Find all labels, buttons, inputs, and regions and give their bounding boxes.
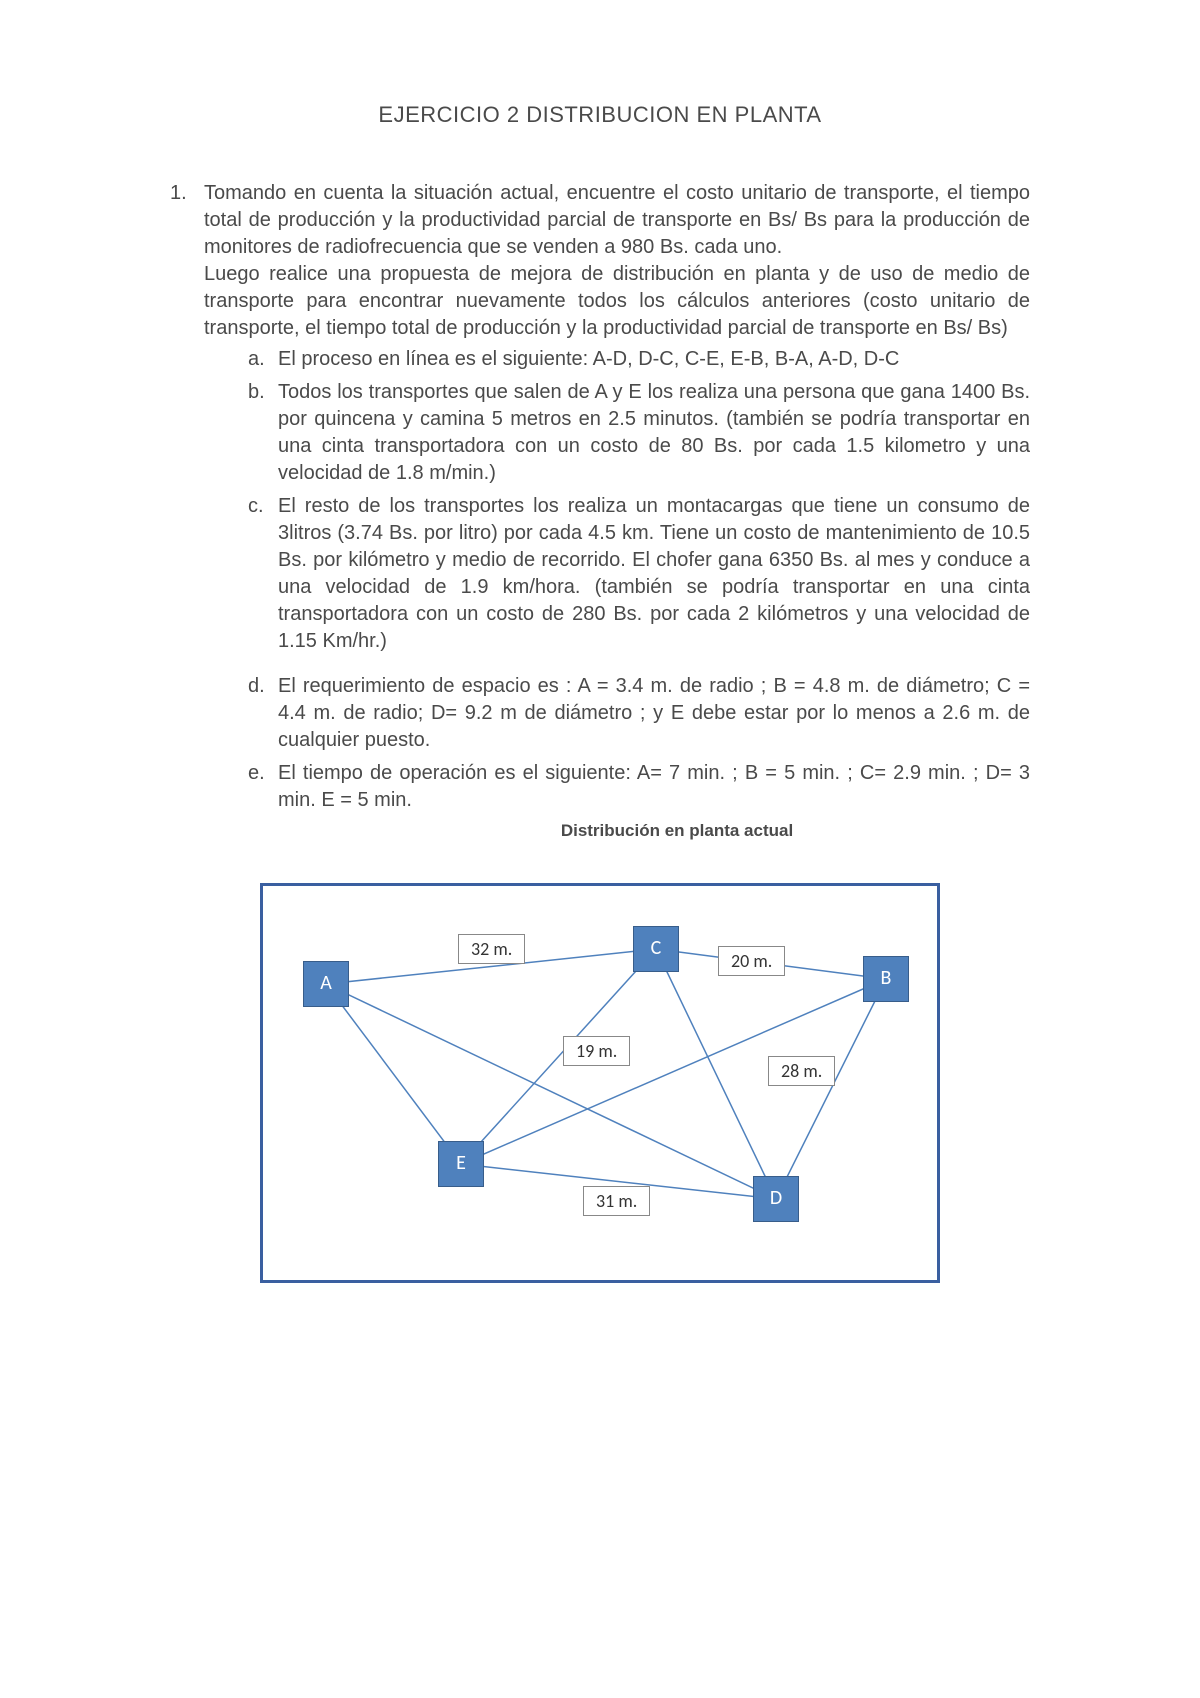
- sub-letter: a.: [248, 346, 278, 373]
- sub-item-e: e. El tiempo de operación es el siguient…: [248, 760, 1030, 814]
- sub-item-a: a. El proceso en línea es el siguiente: …: [248, 346, 1030, 373]
- diagram-node-b: B: [863, 956, 909, 1002]
- sub-letter: d.: [248, 673, 278, 754]
- sub-item-c: c. El resto de los transportes los reali…: [248, 493, 1030, 655]
- sub-text: Todos los transportes que salen de A y E…: [278, 379, 1030, 487]
- diagram-node-d: D: [753, 1176, 799, 1222]
- page-title: EJERCICIO 2 DISTRIBUCION EN PLANTA: [170, 100, 1030, 130]
- sub-text: El tiempo de operación es el siguiente: …: [278, 760, 1030, 814]
- edge-distance-label: 31 m.: [583, 1186, 650, 1216]
- edge-distance-label: 19 m.: [563, 1036, 630, 1066]
- sub-text: El proceso en línea es el siguiente: A-D…: [278, 346, 1030, 373]
- sub-letter: e.: [248, 760, 278, 814]
- sub-text: El resto de los transportes los realiza …: [278, 493, 1030, 655]
- diagram-node-c: C: [633, 926, 679, 972]
- sub-letter: c.: [248, 493, 278, 655]
- question-number: 1.: [170, 180, 204, 843]
- plant-layout-diagram: A B C D E 32 m. 20 m. 19 m. 28 m. 31 m.: [260, 883, 940, 1283]
- diagram-caption: Distribución en planta actual: [324, 820, 1030, 843]
- diagram-node-a: A: [303, 961, 349, 1007]
- sub-letter: b.: [248, 379, 278, 487]
- edge-distance-label: 28 m.: [768, 1056, 835, 1086]
- question-intro-2: Luego realice una propuesta de mejora de…: [204, 261, 1030, 342]
- sub-item-list: a. El proceso en línea es el siguiente: …: [204, 346, 1030, 814]
- question-block: 1. Tomando en cuenta la situación actual…: [170, 180, 1030, 843]
- edge-distance-label: 32 m.: [458, 934, 525, 964]
- diagram-edges: [263, 886, 937, 1280]
- diagram-node-e: E: [438, 1141, 484, 1187]
- sub-item-b: b. Todos los transportes que salen de A …: [248, 379, 1030, 487]
- sub-text: El requerimiento de espacio es : A = 3.4…: [278, 673, 1030, 754]
- question-intro-1: Tomando en cuenta la situación actual, e…: [204, 180, 1030, 261]
- sub-item-d: d. El requerimiento de espacio es : A = …: [248, 673, 1030, 754]
- edge-distance-label: 20 m.: [718, 946, 785, 976]
- diagram-container: A B C D E 32 m. 20 m. 19 m. 28 m. 31 m.: [170, 883, 1030, 1283]
